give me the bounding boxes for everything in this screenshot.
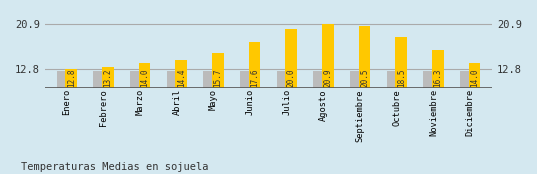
Bar (460, 71, 471, 88)
Bar (102, 67, 114, 88)
Text: 20.9: 20.9 (323, 68, 332, 87)
Text: 14.0: 14.0 (140, 68, 149, 87)
Bar (432, 50, 444, 88)
Bar (66, 69, 77, 88)
Text: 20.0: 20.0 (287, 68, 296, 87)
Bar (277, 71, 288, 88)
Text: 14.4: 14.4 (177, 68, 186, 87)
Text: 20.5: 20.5 (360, 68, 369, 87)
Text: 17.6: 17.6 (250, 68, 259, 87)
Bar (240, 71, 252, 88)
Text: Temperaturas Medias en sojuela: Temperaturas Medias en sojuela (21, 162, 209, 172)
Bar (212, 53, 224, 88)
Bar (139, 62, 150, 88)
Bar (469, 62, 481, 88)
Text: 16.3: 16.3 (433, 68, 442, 87)
Text: 14.0: 14.0 (470, 68, 479, 87)
Bar (166, 71, 178, 88)
Bar (359, 26, 371, 88)
Text: 15.7: 15.7 (213, 68, 222, 87)
Bar (56, 71, 68, 88)
Bar (285, 29, 297, 88)
Bar (93, 71, 105, 88)
Bar (322, 24, 334, 88)
Text: 18.5: 18.5 (397, 68, 406, 87)
Bar (423, 71, 435, 88)
Text: 13.2: 13.2 (104, 68, 112, 87)
Bar (176, 60, 187, 88)
Bar (350, 71, 361, 88)
Bar (395, 37, 407, 88)
Text: 12.8: 12.8 (67, 68, 76, 87)
Bar (203, 71, 215, 88)
Bar (313, 71, 325, 88)
Bar (387, 71, 398, 88)
Bar (130, 71, 142, 88)
Bar (249, 42, 260, 88)
